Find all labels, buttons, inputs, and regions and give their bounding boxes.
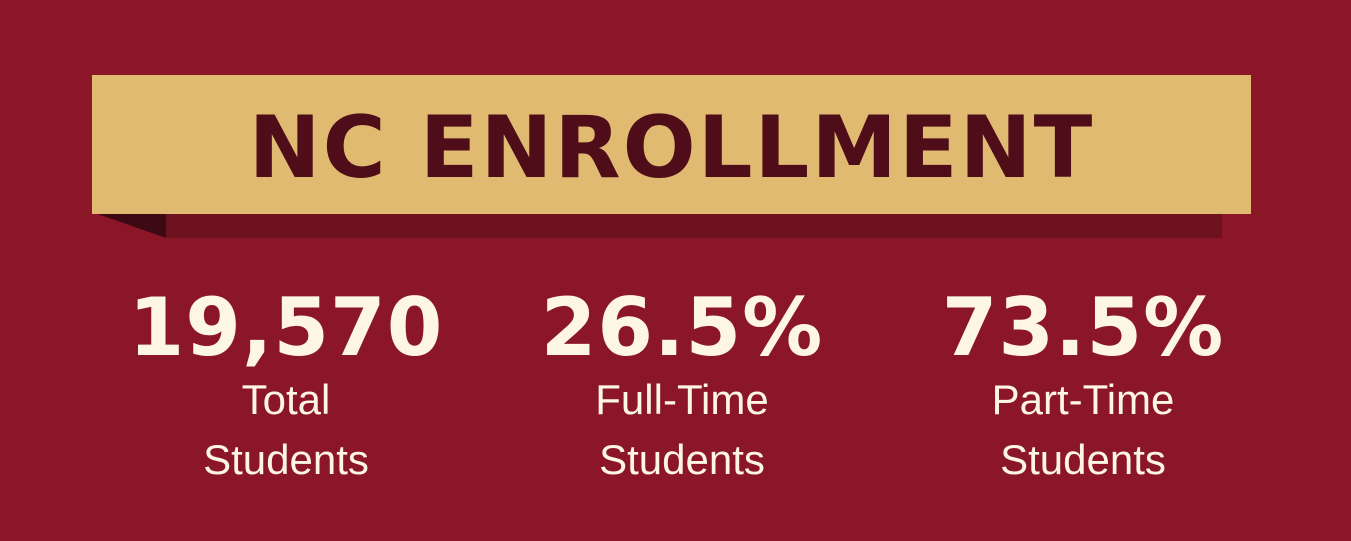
stat-value: 73.5%	[941, 281, 1225, 374]
stat-label: Total Students	[96, 370, 476, 490]
stat-total-students: 19,570 Total Students	[96, 282, 476, 490]
stat-value: 19,570	[128, 281, 444, 374]
stat-value: 26.5%	[540, 281, 824, 374]
stat-label-line2: Students	[599, 436, 765, 483]
banner-shadow	[165, 212, 1222, 238]
banner-fold	[92, 212, 166, 238]
title-banner: NC ENROLLMENT	[92, 75, 1251, 214]
page-title: NC ENROLLMENT	[248, 97, 1095, 198]
stat-label-line1: Part-Time	[991, 376, 1175, 423]
stat-label: Full-Time Students	[492, 370, 872, 490]
stat-label-line2: Students	[1000, 436, 1166, 483]
stat-full-time-students: 26.5% Full-Time Students	[492, 282, 872, 490]
stat-label-line1: Full-Time	[595, 376, 769, 423]
stat-label: Part-Time Students	[893, 370, 1273, 490]
stat-label-line1: Total	[241, 376, 331, 423]
stat-label-line2: Students	[203, 436, 369, 483]
stat-part-time-students: 73.5% Part-Time Students	[893, 282, 1273, 490]
